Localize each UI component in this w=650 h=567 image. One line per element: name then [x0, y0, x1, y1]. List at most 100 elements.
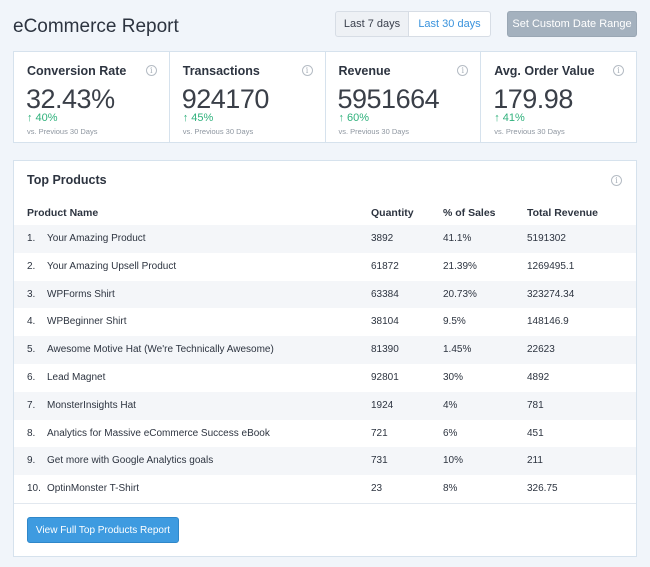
product-revenue: 22623 [527, 344, 555, 356]
table-header: Product Name Quantity % of Sales Total R… [14, 203, 636, 225]
row-number: 9. [27, 455, 36, 467]
product-name: MonsterInsights Hat [47, 399, 136, 411]
stats-row: Conversion Rate i 32.43% ↑ 40% vs. Previ… [13, 51, 637, 143]
stat-label: Avg. Order Value [494, 64, 595, 78]
stat-change-value: 45% [191, 112, 214, 124]
product-name: WPForms Shirt [47, 288, 115, 300]
product-pct-sales: 30% [443, 371, 464, 383]
table-row: 6. Lead Magnet 92801 30% 4892 [14, 364, 636, 392]
row-number: 8. [27, 427, 36, 439]
product-name: Awesome Motive Hat (We're Technically Aw… [47, 344, 274, 356]
stat-label: Revenue [338, 64, 391, 78]
column-header-product-name: Product Name [27, 207, 99, 219]
stat-change: ↑ 41% [494, 112, 525, 124]
row-number: 3. [27, 288, 36, 300]
product-revenue: 1269495.1 [527, 260, 575, 272]
product-pct-sales: 9.5% [443, 316, 466, 328]
stat-label: Transactions [182, 64, 260, 78]
product-quantity: 38104 [371, 316, 399, 328]
stat-value: 5951664 [337, 84, 440, 114]
row-number: 6. [27, 371, 36, 383]
product-revenue: 323274.34 [527, 288, 575, 300]
stat-value: 924170 [181, 84, 270, 114]
info-icon[interactable]: i [301, 65, 313, 76]
last-30-days-button[interactable]: Last 30 days [409, 11, 491, 37]
top-products-panel: Top Products i Product Name Quantity % o… [13, 160, 637, 557]
column-header-total-revenue: Total Revenue [527, 207, 598, 219]
last-7-days-button[interactable]: Last 7 days [335, 11, 409, 37]
arrow-up-icon: ↑ [182, 112, 189, 124]
product-quantity: 61872 [371, 260, 399, 272]
table-row: 4. WPBeginner Shirt 38104 9.5% 148146.9 [14, 308, 636, 336]
product-quantity: 63384 [371, 288, 399, 300]
product-revenue: 5191302 [527, 233, 566, 244]
product-revenue: 781 [527, 399, 544, 411]
product-quantity: 23 [371, 483, 383, 495]
products-table-body: 1. Your Amazing Product 3892 41.1% 51913… [14, 225, 636, 503]
info-icon[interactable]: i [145, 65, 157, 76]
table-row: 5. Awesome Motive Hat (We're Technically… [14, 336, 636, 364]
product-pct-sales: 1.45% [443, 344, 472, 356]
stat-compare: vs. Previous 30 Days [494, 127, 565, 136]
product-quantity: 1924 [371, 399, 394, 411]
table-row: 3. WPForms Shirt 63384 20.73% 323274.34 [14, 280, 636, 309]
arrow-up-icon: ↑ [338, 112, 345, 124]
view-full-report-button[interactable]: View Full Top Products Report [27, 517, 179, 543]
date-range-toggle: Last 7 days Last 30 days [335, 11, 491, 37]
row-number: 5. [27, 344, 36, 356]
product-pct-sales: 4% [443, 399, 458, 411]
stat-change-value: 41% [502, 112, 525, 124]
product-name: WPBeginner Shirt [47, 316, 127, 328]
set-custom-date-range-button[interactable]: Set Custom Date Range [507, 11, 637, 37]
stat-value: 179.98 [493, 84, 573, 114]
info-icon[interactable]: i [611, 175, 622, 186]
product-quantity: 731 [371, 455, 388, 467]
row-number: 1. [27, 233, 36, 244]
info-icon[interactable]: i [457, 65, 469, 76]
product-name: Lead Magnet [47, 371, 106, 383]
stat-change: ↑ 45% [183, 112, 214, 124]
product-pct-sales: 41.1% [443, 233, 472, 244]
table-row: 10. OptinMonster T-Shirt 23 8% 326.75 [14, 475, 636, 503]
stat-change-value: 60% [347, 112, 370, 124]
product-pct-sales: 10% [443, 455, 464, 467]
product-pct-sales: 20.73% [443, 288, 477, 300]
info-icon[interactable]: i [613, 65, 624, 76]
arrow-up-icon: ↑ [494, 112, 500, 124]
table-row: 9. Get more with Google Analytics goals … [14, 447, 636, 476]
stat-label: Conversion Rate [27, 64, 127, 78]
stat-conversion-rate: Conversion Rate i 32.43% ↑ 40% vs. Previ… [14, 52, 170, 142]
table-row: 7. MonsterInsights Hat 1924 4% 781 [14, 391, 636, 420]
product-name: Your Amazing Upsell Product [47, 260, 177, 272]
column-header-quantity: Quantity [371, 207, 414, 219]
product-quantity: 721 [371, 427, 388, 439]
table-row: 8. Analytics for Massive eCommerce Succe… [14, 420, 636, 448]
product-revenue: 451 [527, 427, 544, 439]
column-header-pct-sales: % of Sales [443, 207, 496, 219]
stat-change-value: 40% [35, 112, 58, 124]
stat-compare: vs. Previous 30 Days [182, 127, 254, 136]
panel-divider [14, 503, 636, 504]
product-pct-sales: 8% [443, 483, 458, 495]
stat-value: 32.43% [26, 84, 115, 114]
product-quantity: 92801 [371, 371, 399, 383]
stat-change: ↑ 60% [339, 112, 370, 124]
product-name: Get more with Google Analytics goals [47, 455, 214, 467]
stat-compare: vs. Previous 30 Days [338, 127, 409, 136]
stat-transactions: Transactions i 924170 ↑ 45% vs. Previous… [170, 52, 326, 142]
product-revenue: 326.75 [527, 483, 558, 495]
product-name: OptinMonster T-Shirt [47, 483, 140, 495]
table-row: 1. Your Amazing Product 3892 41.1% 51913… [14, 225, 636, 253]
product-revenue: 148146.9 [527, 316, 569, 328]
table-row: 2. Your Amazing Upsell Product 61872 21.… [14, 253, 636, 281]
product-quantity: 3892 [371, 233, 394, 244]
product-quantity: 81390 [371, 344, 399, 356]
product-revenue: 4892 [527, 371, 550, 383]
report-header: eCommerce Report Last 7 days Last 30 day… [13, 0, 637, 52]
product-name: Your Amazing Product [47, 233, 146, 244]
product-name: Analytics for Massive eCommerce Success … [47, 427, 270, 439]
product-pct-sales: 21.39% [443, 260, 477, 272]
stat-avg-order-value: Avg. Order Value i 179.98 ↑ 41% vs. Prev… [481, 52, 636, 142]
product-revenue: 211 [527, 455, 543, 467]
